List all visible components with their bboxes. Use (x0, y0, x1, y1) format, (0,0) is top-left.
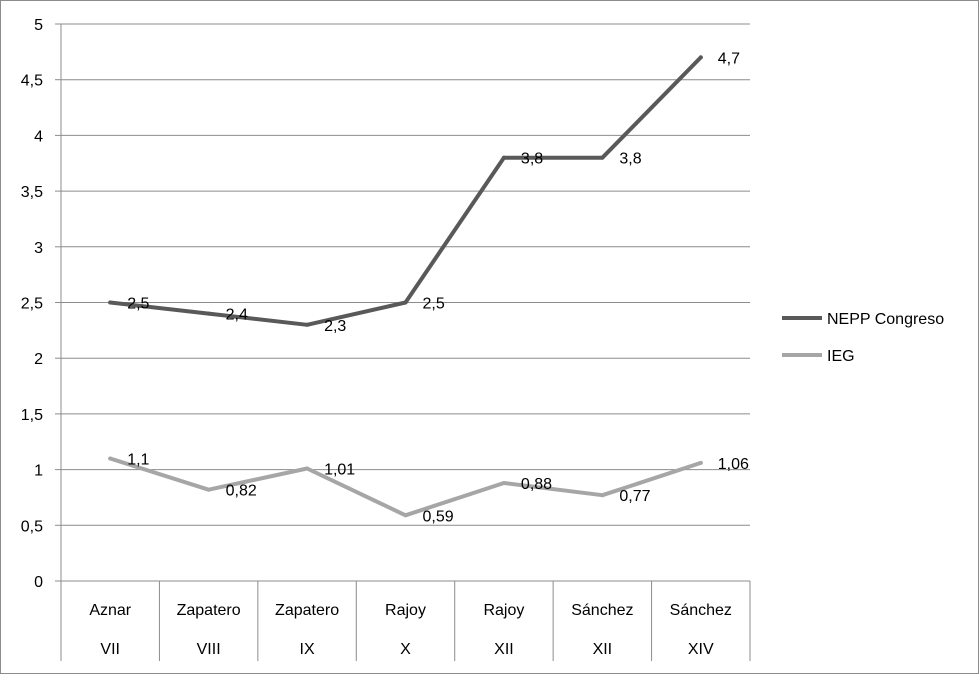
y-tick-label: 0,5 (21, 518, 43, 535)
x-category-label: Zapatero (275, 602, 339, 619)
data-label: 0,88 (521, 476, 552, 493)
y-tick-label: 4 (34, 128, 43, 145)
y-tick-label: 0 (34, 574, 43, 591)
data-label: 1,1 (127, 451, 149, 468)
data-point (305, 466, 310, 471)
y-tick-label: 1 (34, 463, 43, 480)
data-point (501, 480, 506, 485)
x-category-label: Rajoy (483, 602, 524, 619)
data-point (600, 155, 605, 160)
y-tick-label: 5 (34, 17, 43, 34)
data-label: 0,82 (226, 483, 257, 500)
x-category-label: Sánchez (670, 602, 732, 619)
data-point (206, 487, 211, 492)
x-category-label: Rajoy (385, 602, 426, 619)
data-label: 3,8 (619, 151, 641, 168)
x-category-sublabel: XII (494, 641, 514, 658)
data-label: 2,5 (423, 296, 445, 313)
data-label: 4,7 (718, 50, 740, 67)
series-line-1 (108, 456, 703, 518)
data-point (206, 311, 211, 316)
data-label: 0,59 (423, 508, 454, 525)
data-label: 1,06 (718, 456, 749, 473)
x-category-sublabel: IX (300, 641, 315, 658)
data-label: 2,3 (324, 318, 346, 335)
y-tick-label: 3,5 (21, 184, 43, 201)
x-category-sublabel: XII (593, 641, 613, 658)
x-category-label: Aznar (89, 602, 131, 619)
data-label: 3,8 (521, 151, 543, 168)
x-category-label: Zapatero (177, 602, 241, 619)
legend-label: NEPP Congreso (827, 311, 944, 328)
x-category-sublabel: X (400, 641, 411, 658)
data-point (403, 513, 408, 518)
data-point (305, 322, 310, 327)
y-tick-label: 4,5 (21, 73, 43, 90)
data-label: 0,77 (619, 488, 650, 505)
data-point (501, 155, 506, 160)
data-point (698, 460, 703, 465)
x-category-sublabel: VII (100, 641, 120, 658)
y-tick-label: 1,5 (21, 407, 43, 424)
y-tick-label: 3 (34, 240, 43, 257)
legend-label: IEG (827, 348, 855, 365)
y-tick-label: 2,5 (21, 296, 43, 313)
x-category-label: Sánchez (571, 602, 633, 619)
data-label: 2,4 (226, 307, 248, 324)
x-category-sublabel: VIII (197, 641, 221, 658)
data-point (108, 456, 113, 461)
data-point (600, 493, 605, 498)
data-label: 1,01 (324, 461, 355, 478)
data-point (108, 300, 113, 305)
data-point (698, 55, 703, 60)
data-point (403, 300, 408, 305)
data-label: 2,5 (127, 296, 149, 313)
y-tick-label: 2 (34, 351, 43, 368)
x-category-sublabel: XIV (688, 641, 714, 658)
